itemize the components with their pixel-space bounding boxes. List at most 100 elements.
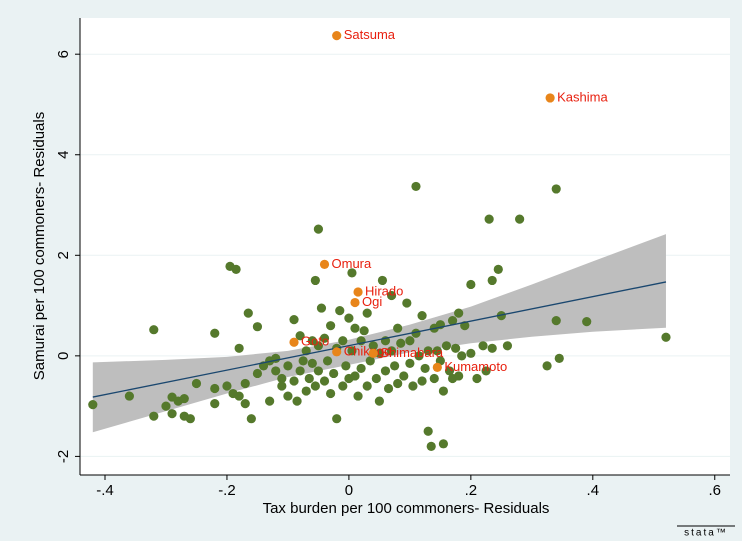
point: [454, 371, 464, 381]
point: [265, 396, 275, 406]
point: [386, 346, 397, 356]
point: [466, 348, 476, 358]
x-tick-label: .4: [587, 482, 600, 499]
point: [307, 358, 317, 368]
point: [350, 371, 360, 381]
point: [515, 214, 525, 224]
point: [295, 331, 305, 341]
point: [423, 426, 433, 436]
point: [289, 376, 299, 386]
labeled-point: [368, 348, 378, 358]
point: [399, 371, 409, 381]
point: [554, 353, 564, 363]
point: [350, 323, 360, 333]
point: [405, 336, 415, 346]
point: [551, 316, 561, 326]
point: [365, 356, 375, 366]
point: [356, 363, 366, 374]
point: [417, 376, 427, 386]
point: [124, 391, 134, 401]
point: [438, 386, 449, 396]
point: [454, 308, 464, 318]
point: [390, 361, 400, 371]
point: [423, 346, 433, 356]
point: [344, 313, 354, 323]
y-tick-label: 6: [55, 50, 72, 58]
point: [304, 373, 314, 384]
point: [335, 306, 345, 316]
point: [149, 325, 159, 335]
point: [316, 303, 327, 313]
labeled-point: [319, 259, 330, 269]
point-label: Kumamoto: [444, 359, 507, 374]
point: [371, 373, 381, 384]
point: [402, 298, 412, 308]
point: [432, 346, 442, 356]
point: [301, 386, 311, 396]
point: [481, 366, 491, 376]
y-tick-label: 2: [55, 251, 72, 259]
point: [338, 381, 348, 391]
point: [411, 328, 421, 338]
point: [326, 321, 336, 331]
point: [240, 378, 250, 389]
point: [661, 332, 671, 342]
labeled-point: [353, 287, 363, 297]
point: [234, 391, 244, 401]
point-label: Kashima: [557, 89, 608, 104]
point: [451, 343, 461, 353]
point: [484, 214, 494, 224]
point: [396, 338, 406, 348]
point: [319, 376, 330, 386]
point: [338, 336, 348, 346]
labeled-point: [332, 347, 342, 357]
point: [347, 346, 357, 356]
point: [420, 363, 430, 374]
point: [466, 279, 476, 290]
point-label: Goto: [301, 334, 329, 349]
point: [359, 326, 369, 336]
point: [447, 316, 458, 326]
x-axis-title: Tax burden per 100 commoners- Residuals: [263, 500, 550, 517]
x-tick-label: .2: [465, 482, 478, 499]
point: [185, 414, 195, 424]
point: [347, 268, 357, 278]
point: [298, 356, 308, 366]
point: [502, 341, 513, 351]
point: [191, 378, 202, 389]
point: [283, 391, 293, 401]
point: [289, 315, 299, 325]
point: [386, 290, 397, 301]
labeled-point: [545, 93, 555, 103]
point: [444, 366, 455, 376]
point: [252, 322, 263, 332]
labeled-point: [289, 337, 299, 347]
point: [319, 333, 330, 343]
point: [487, 275, 497, 286]
x-tick-label: -.4: [96, 482, 114, 499]
point: [341, 361, 351, 371]
point: [417, 311, 427, 321]
point: [313, 224, 324, 234]
point: [310, 381, 320, 391]
point: [408, 381, 418, 391]
point: [222, 381, 232, 391]
point: [362, 381, 372, 391]
x-tick-label: 0: [345, 482, 353, 499]
x-tick-label: -.2: [218, 482, 236, 499]
point: [167, 409, 177, 419]
point: [292, 396, 302, 406]
point: [234, 343, 244, 353]
x-tick-label: .6: [708, 482, 721, 499]
point: [383, 383, 394, 394]
point: [405, 358, 415, 368]
point: [149, 411, 159, 421]
point: [179, 393, 189, 404]
point: [283, 361, 293, 371]
point-label: Chikugo: [344, 343, 392, 358]
point: [322, 356, 333, 366]
point: [307, 336, 317, 346]
point: [362, 308, 372, 318]
